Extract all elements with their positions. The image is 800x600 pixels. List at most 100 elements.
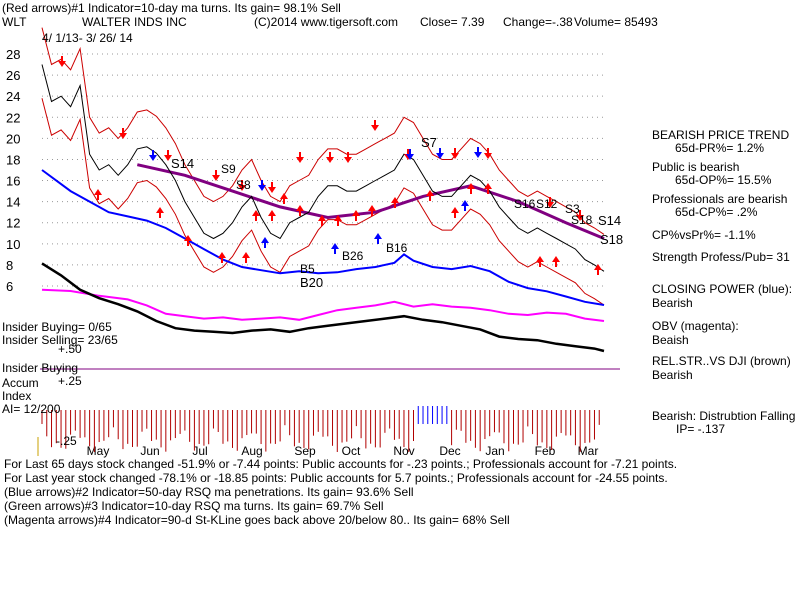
volume-value: Volume= 85493: [574, 15, 658, 29]
signal-s14-a: S14: [171, 156, 195, 171]
closing-power-line: [41, 169, 605, 306]
up-arrow-icon: [552, 256, 560, 267]
down-arrow-icon: [238, 180, 246, 191]
relstr-title: REL.STR..VS DJI (brown): [652, 354, 791, 368]
down-arrow-icon: [119, 128, 127, 139]
ip-value: IP= -.137: [676, 422, 726, 436]
close-value: Close= 7.39: [420, 15, 485, 29]
down-arrow-icon: [164, 150, 172, 161]
obv-title: OBV (magenta):: [652, 319, 739, 333]
ai-value: AI= 12/200: [2, 402, 61, 416]
down-arrow-icon: [576, 210, 584, 221]
up-arrow-icon: [318, 215, 326, 226]
up-arrow-icon: [280, 193, 288, 204]
obv-value: Beaish: [652, 333, 689, 347]
down-arrow-icon: [546, 197, 554, 208]
up-arrow-icon: [374, 233, 382, 244]
up-arrow-icon: [391, 197, 399, 208]
up-arrow-icon: [594, 264, 602, 275]
down-arrow-icon: [484, 148, 492, 159]
relative-strength-line: [41, 262, 605, 353]
closing-power-value: Bearish: [652, 296, 693, 310]
x-tick-label: Jan: [485, 444, 504, 458]
grid-lines: [42, 53, 604, 287]
up-arrow-icon: [252, 210, 260, 221]
date-range: 4/ 1/13- 3/ 26/ 14: [42, 31, 133, 45]
footer-line-4: (Green arrows)#3 Indicator=10-day RSQ ma…: [4, 499, 384, 513]
cp-vs-pr: CP%vsPr%= -1.1%: [652, 228, 756, 242]
down-arrow-icon: [296, 152, 304, 163]
x-tick-label: Oct: [342, 444, 361, 458]
signal-s9: S9: [221, 162, 236, 176]
down-arrow-icon: [436, 148, 444, 159]
down-arrow-icon: [451, 148, 459, 159]
down-arrow-icon: [149, 150, 157, 161]
pr-value: 65d-PR%= 1.2%: [675, 141, 765, 155]
y-tick-label: 10: [6, 237, 20, 252]
down-arrow-icon: [474, 147, 482, 158]
up-arrow-icon: [461, 200, 469, 211]
signal-b26: B26: [342, 249, 364, 263]
x-tick-label: Jul: [192, 444, 207, 458]
company-name: WALTER INDS INC: [82, 15, 187, 29]
header-indicator-line: (Red arrows)#1 Indicator=10-day ma turns…: [2, 1, 341, 15]
x-tick-label: Jun: [140, 444, 159, 458]
up-arrow-icon: [426, 190, 434, 201]
signal-arrows: [58, 56, 602, 275]
y-tick-label: 22: [6, 110, 20, 125]
down-arrow-icon: [58, 56, 66, 67]
y-tick-label: 28: [6, 47, 20, 62]
footer-line-2: For Last year stock changed -78.1% or -1…: [4, 471, 668, 485]
x-tick-label: May: [87, 444, 110, 458]
y-tick-label: 24: [6, 89, 20, 104]
y-tick-label: 26: [6, 68, 20, 83]
footer-line-3: (Blue arrows)#2 Indicator=50-day RSQ ma …: [4, 485, 414, 499]
copyright: (C)2014 www.tigersoft.com: [254, 15, 399, 29]
trend-title: BEARISH PRICE TREND: [652, 128, 790, 142]
index-label: Index: [2, 389, 32, 403]
signal-s14-b: S14: [598, 213, 622, 228]
down-arrow-icon: [371, 120, 379, 131]
cp-value: 65d-CP%= .2%: [675, 205, 758, 219]
up-arrow-icon: [536, 256, 544, 267]
change-value: Change=-.38: [503, 15, 573, 29]
up-arrow-icon: [261, 237, 269, 248]
y-tick-labels: 28 26 24 22 20 18 16 14 12 10 8 6: [6, 47, 20, 294]
obv-line: [41, 288, 605, 322]
insider-buying-label: Insider Buying: [2, 361, 79, 375]
signal-b5: B5: [300, 262, 315, 276]
up-arrow-icon: [368, 205, 376, 216]
up-arrow-icon: [296, 205, 304, 216]
y-tick-label: 12: [6, 216, 20, 231]
up-arrow-icon: [451, 207, 459, 218]
footer-line-1: For Last 65 days stock changed -51.9% or…: [4, 457, 678, 471]
professionals-title: Professionals are bearish: [652, 192, 788, 206]
down-arrow-icon: [258, 180, 266, 191]
footer-line-5: (Magenta arrows)#4 Indicator=90-d St-KLi…: [4, 513, 510, 527]
x-tick-label: Sep: [294, 444, 316, 458]
x-tick-label: Feb: [535, 444, 556, 458]
up-arrow-icon: [331, 243, 339, 254]
x-tick-label: Dec: [439, 444, 460, 458]
y-tick-label: 6: [6, 279, 13, 294]
up-arrow-icon: [352, 210, 360, 221]
plus-25-label: +.25: [58, 374, 82, 388]
op-value: 65d-OP%= 15.5%: [675, 173, 772, 187]
signal-b16: B16: [386, 241, 408, 255]
public-title: Public is bearish: [652, 160, 740, 174]
down-arrow-icon: [212, 170, 220, 181]
down-arrow-icon: [406, 149, 414, 160]
closing-power-title: CLOSING POWER (blue):: [652, 282, 793, 296]
accum-label: Accum: [2, 376, 39, 390]
minus-25-label: -.25: [56, 434, 77, 448]
signal-s3: S3: [565, 202, 580, 216]
y-tick-label: 20: [6, 131, 20, 146]
down-arrow-icon: [268, 182, 276, 193]
up-arrow-icon: [484, 183, 492, 194]
x-tick-label: Aug: [241, 444, 262, 458]
insider-selling-count: Insider Selling= 23/65: [2, 333, 118, 347]
y-tick-label: 18: [6, 152, 20, 167]
signal-s8: S8: [236, 178, 251, 192]
signal-b20: B20: [300, 275, 324, 290]
